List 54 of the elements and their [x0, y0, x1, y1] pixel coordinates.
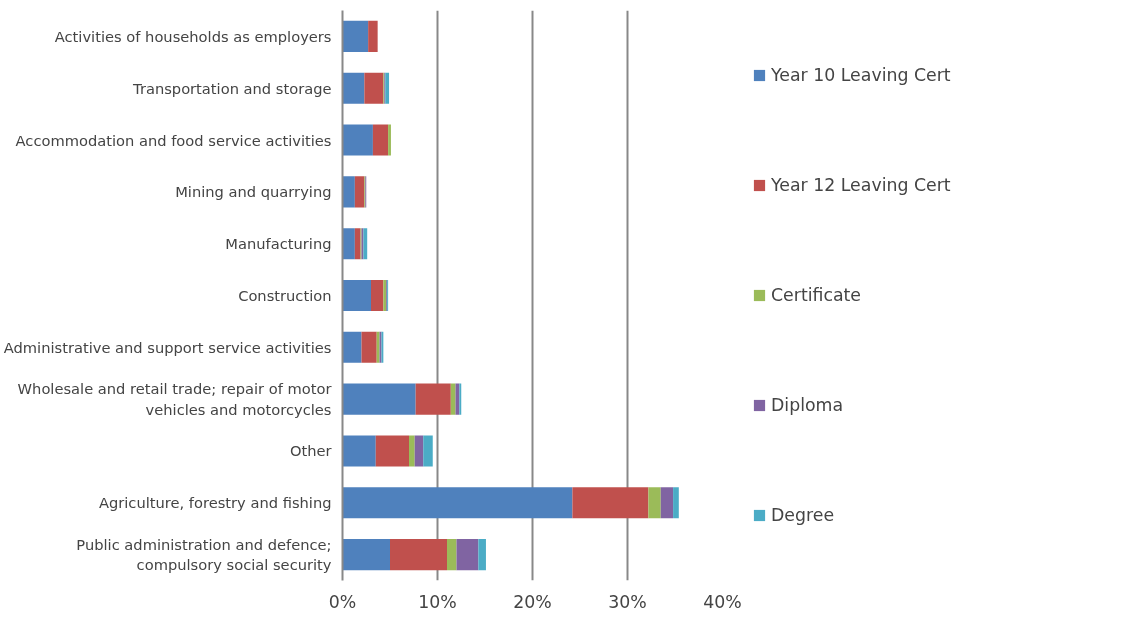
bar [342, 539, 390, 571]
bar [660, 487, 674, 519]
bar [342, 331, 362, 363]
x-tick-label: 0% [328, 591, 357, 612]
y-tick-label: Accommodation and food service activities [15, 131, 332, 149]
bar [409, 435, 415, 467]
bar [423, 435, 433, 467]
y-tick-label: Activities of households as employers [54, 27, 332, 45]
x-tick-label: 10% [418, 591, 457, 612]
bar [371, 279, 384, 312]
y-tick-label: Transportation and storage [132, 79, 332, 97]
y-tick-label: Other [289, 442, 333, 460]
bar [390, 539, 447, 571]
bar [363, 228, 368, 260]
bar [342, 279, 371, 312]
legend-label: Degree [771, 504, 835, 527]
bar [648, 487, 661, 519]
bar [478, 539, 486, 571]
bar [342, 435, 376, 467]
bar [385, 72, 390, 104]
bar [342, 383, 416, 415]
bar [673, 487, 679, 519]
bar [342, 72, 365, 104]
y-tick-label: Administrative and support service activities [3, 338, 332, 356]
bar [361, 331, 377, 363]
bar [342, 487, 573, 519]
bar [456, 539, 479, 571]
bar [368, 20, 378, 52]
bar [342, 20, 369, 52]
bar [375, 435, 409, 467]
legend-label: Diploma [771, 394, 844, 417]
bar [364, 72, 384, 104]
y-tick-label: Manufacturing [225, 235, 332, 253]
bar [354, 176, 365, 208]
legend-label: Year 12 Leaving Cert [771, 174, 951, 197]
y-tick-label: Construction [238, 287, 332, 304]
legend-label: Certificate [771, 284, 862, 307]
bar [450, 383, 456, 415]
x-tick-label: 20% [513, 591, 552, 612]
bar [415, 383, 451, 415]
bar [354, 228, 361, 260]
y-tick-label: Public administration and defence; compulsory social security [76, 535, 332, 574]
bar [388, 124, 391, 156]
bar [572, 487, 649, 519]
bar [447, 539, 457, 571]
y-tick-label: Mining and quarrying [175, 183, 332, 201]
y-tick-label: Wholesale and retail trade; repair of motor vehicles and motorcycles [17, 380, 333, 418]
x-tick-label: 30% [608, 591, 647, 612]
bar [342, 124, 373, 156]
bar [414, 435, 424, 467]
legend-label: Year 10 Leaving Cert [771, 64, 951, 87]
bar [372, 124, 389, 156]
y-tick-label: Agriculture, forestry and fishing [98, 494, 332, 512]
x-tick-label: 40% [703, 591, 742, 612]
